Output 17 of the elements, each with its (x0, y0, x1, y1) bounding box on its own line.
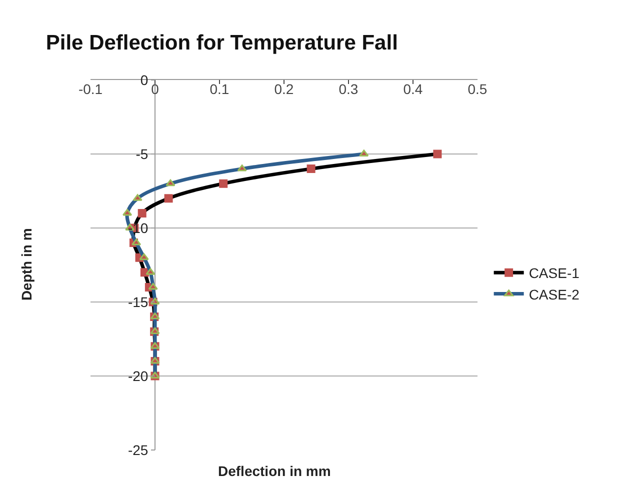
legend-label: CASE-2 (528, 286, 580, 302)
y-tick-label: -25 (128, 442, 148, 458)
x-tick-label: 0.4 (403, 81, 423, 97)
y-tick-label: -10 (128, 220, 148, 236)
x-tick-label: 0 (151, 81, 160, 97)
y-tick-label: -15 (128, 294, 148, 310)
x-tick-label: 0.2 (274, 81, 294, 97)
y-axis-title: Depth in m (18, 228, 35, 301)
x-tick-label: 0.1 (210, 81, 230, 97)
x-tick-label: 0.3 (338, 81, 358, 97)
x-axis-title: Deflection in mm (218, 463, 331, 479)
y-tick-label: -5 (136, 146, 148, 162)
legend-label: CASE-1 (528, 265, 580, 282)
x-tick-label: -0.1 (78, 81, 103, 97)
y-tick-label: -20 (128, 368, 148, 384)
x-tick-label: 0.5 (468, 81, 488, 97)
chart-title: Pile Deflection for Temperature Fall (46, 32, 398, 55)
